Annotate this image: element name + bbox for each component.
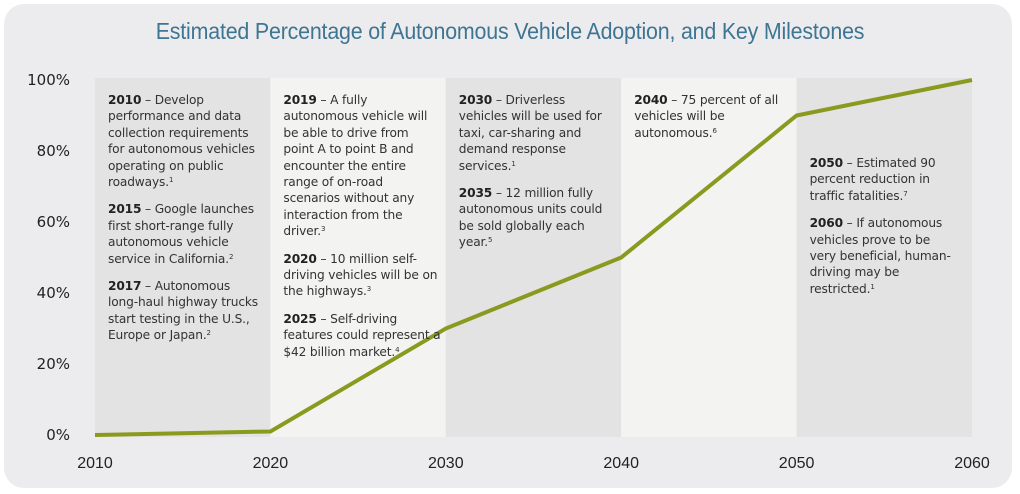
annotation-column-2040: 2040 – 75 percent of all vehicles will b… <box>634 92 786 152</box>
milestone-text: – Google launches first short-range full… <box>108 202 254 266</box>
footnote-ref: 1 <box>870 282 875 291</box>
x-tick-label: 2050 <box>779 455 815 472</box>
y-tick-label: 80% <box>37 142 70 160</box>
milestone-year: 2030 <box>458 93 493 107</box>
footnote-ref: 2 <box>228 252 234 261</box>
milestone-2030: 2030 – Driverless vehicles will be used … <box>459 92 611 174</box>
footnote-ref: 3 <box>320 225 326 234</box>
x-tick-label: 2030 <box>428 455 464 472</box>
milestone-year: 2025 <box>283 311 317 326</box>
milestone-year: 2015 <box>108 202 142 217</box>
milestone-2010: 2010 – Develop performance and data coll… <box>108 92 260 190</box>
band-2010-2020 <box>95 78 271 437</box>
x-tick-label: 2060 <box>954 455 990 472</box>
series-lines <box>94 78 973 437</box>
milestone-2025: 2025 – Self-driving features could repre… <box>283 311 441 360</box>
y-tick-label: 100% <box>27 71 70 89</box>
milestone-2017: 2017 – Autonomous long-haul highway truc… <box>108 278 260 344</box>
band-2050-2060 <box>796 78 972 437</box>
annotation-column-2010: 2010 – Develop performance and data coll… <box>108 92 260 355</box>
milestone-text: – Driverless vehicles will be used for t… <box>458 93 602 173</box>
milestone-2019: 2019 – A fully autonomous vehicle will b… <box>283 92 441 240</box>
annotation-column-2030: 2030 – Driverless vehicles will be used … <box>459 92 611 262</box>
milestone-year: 2060 <box>809 216 843 231</box>
footnote-ref: 1 <box>168 176 174 185</box>
annotation-column-2050: 2050 – Estimated 90 percent reduction in… <box>810 155 955 308</box>
milestone-2035: 2035 – 12 million fully autonomous units… <box>459 185 611 251</box>
milestone-text: – A fully autonomous vehicle will be abl… <box>283 93 428 239</box>
milestone-text: – 12 million fully autonomous units coul… <box>458 186 603 250</box>
y-tick-label: 60% <box>37 213 70 231</box>
milestone-year: 2010 <box>108 93 142 107</box>
footnote-ref: 2 <box>206 329 211 338</box>
milestone-text: – Estimated 90 percent reduction in traf… <box>809 156 936 203</box>
milestone-year: 2017 <box>108 279 142 294</box>
footnote-ref: 3 <box>366 285 372 294</box>
milestone-year: 2050 <box>809 156 843 170</box>
band-2030-2040 <box>445 78 622 437</box>
footnote-ref: 7 <box>903 189 908 198</box>
chart-title: Estimated Percentage of Autonomous Vehic… <box>155 18 865 44</box>
y-axis: 0% 20% 40% 60% 80% 100% <box>27 71 70 444</box>
x-tick-label: 2010 <box>77 455 113 472</box>
milestone-text: – Develop performance and data collectio… <box>108 93 255 190</box>
milestone-year: 2019 <box>283 93 317 107</box>
x-axis: 2010 2020 2030 2040 2050 2060 <box>77 455 990 472</box>
footnote-ref: 5 <box>488 236 493 245</box>
milestone-year: 2035 <box>458 186 493 201</box>
milestone-text: – Autonomous long-haul highway trucks st… <box>108 279 258 343</box>
background-bands <box>95 78 972 437</box>
y-tick-label: 20% <box>37 355 70 373</box>
y-tick-label: 40% <box>37 284 70 302</box>
annotation-column-2020: 2019 – A fully autonomous vehicle will b… <box>283 92 441 371</box>
milestone-text: – 75 percent of all vehicles will be aut… <box>634 93 779 140</box>
milestone-text: – If autonomous vehicles prove to be ver… <box>809 216 951 296</box>
milestone-text: – 10 million self-driving vehicles will … <box>283 251 438 299</box>
milestone-text: – Self-driving features could represent … <box>283 311 441 359</box>
band-2020-2030 <box>270 78 446 437</box>
footnote-ref: 6 <box>712 126 717 135</box>
footnote-ref: 4 <box>395 345 400 354</box>
milestone-year: 2040 <box>634 93 668 107</box>
footnote-ref: 1 <box>511 159 516 168</box>
x-tick-label: 2020 <box>253 455 289 472</box>
milestone-2015: 2015 – Google launches first short-range… <box>108 201 260 267</box>
milestone-2020: 2020 – 10 million self-driving vehicles … <box>283 251 441 300</box>
x-tick-label: 2040 <box>603 455 639 472</box>
y-tick-label: 0% <box>46 426 70 444</box>
milestone-2040: 2040 – 75 percent of all vehicles will b… <box>634 92 786 141</box>
series-line <box>94 78 973 437</box>
milestone-year: 2020 <box>283 251 317 266</box>
milestone-2060: 2060 – If autonomous vehicles prove to b… <box>810 215 955 297</box>
milestone-2050: 2050 – Estimated 90 percent reduction in… <box>810 155 955 204</box>
